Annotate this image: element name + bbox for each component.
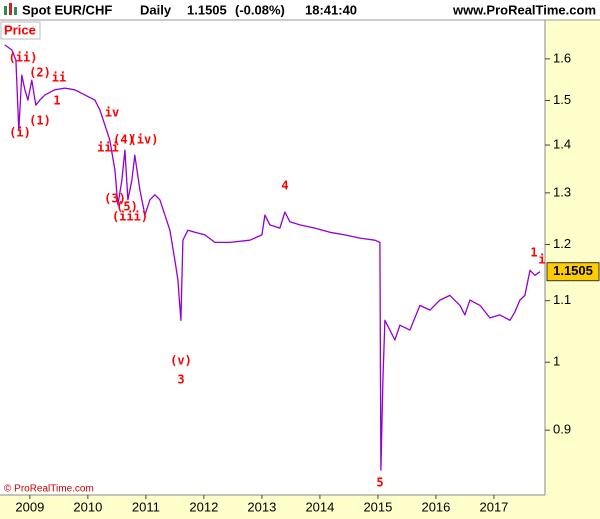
panel-label-box	[0, 21, 41, 40]
wave-label: i	[538, 253, 545, 267]
wave-label: (3)	[104, 192, 126, 206]
wave-label: iii	[97, 141, 119, 155]
price-tag	[546, 262, 600, 282]
price-line	[4, 44, 541, 471]
instrument: Spot EUR/CHF	[22, 2, 112, 17]
wave-label: (iii)	[112, 210, 148, 224]
change: (-0.08%)	[235, 2, 285, 17]
wave-label: (4)	[113, 133, 135, 147]
panel-label: Price	[4, 22, 36, 37]
wave-label: (v)	[170, 354, 192, 368]
x-tick-label: 2017	[479, 499, 508, 514]
wave-label: 5	[376, 476, 383, 490]
wave-label: 4	[281, 179, 288, 193]
x-tick-label: 2014	[305, 499, 334, 514]
y-tick-label: 1.2	[553, 236, 571, 251]
time: 18:41:40	[305, 2, 357, 17]
copyright: © ProRealTime.com	[4, 484, 94, 495]
x-tick-label: 2013	[247, 499, 276, 514]
y-tick-label: 1.1	[553, 292, 571, 307]
source: www.ProRealTime.com	[452, 2, 596, 17]
period: Daily	[140, 2, 172, 17]
wave-label: (ii)	[9, 51, 38, 65]
header-price: 1.1505	[187, 2, 227, 17]
wave-label: (i)	[9, 126, 31, 140]
x-tick-label: 2015	[363, 499, 392, 514]
logo-icon	[4, 3, 17, 15]
price-tag-label: 1.1505	[553, 263, 593, 278]
y-tick-label: 1.4	[553, 136, 571, 151]
wave-label: 1	[53, 94, 60, 108]
y-tick-label: 0.9	[553, 422, 571, 437]
x-tick-label: 2012	[189, 499, 218, 514]
wave-label: (1)	[29, 114, 51, 128]
x-tick-label: 2010	[73, 499, 102, 514]
wave-label: (2)	[29, 66, 51, 80]
x-axis-band	[0, 495, 545, 519]
wave-label: (5)	[116, 200, 138, 214]
y-tick-label: 1.5	[553, 92, 571, 107]
wave-label: 3	[177, 373, 184, 387]
wave-label: iv	[105, 106, 119, 120]
wave-label: ii	[52, 71, 66, 85]
wave-label: (iv)	[130, 133, 159, 147]
y-tick-label: 1.3	[553, 184, 571, 199]
wave-label: 1	[530, 246, 537, 260]
x-tick-label: 2009	[15, 499, 44, 514]
y-tick-label: 1.6	[553, 50, 571, 65]
x-tick-label: 2011	[132, 499, 160, 514]
y-tick-label: 1	[553, 354, 560, 369]
x-tick-label: 2016	[421, 499, 450, 514]
